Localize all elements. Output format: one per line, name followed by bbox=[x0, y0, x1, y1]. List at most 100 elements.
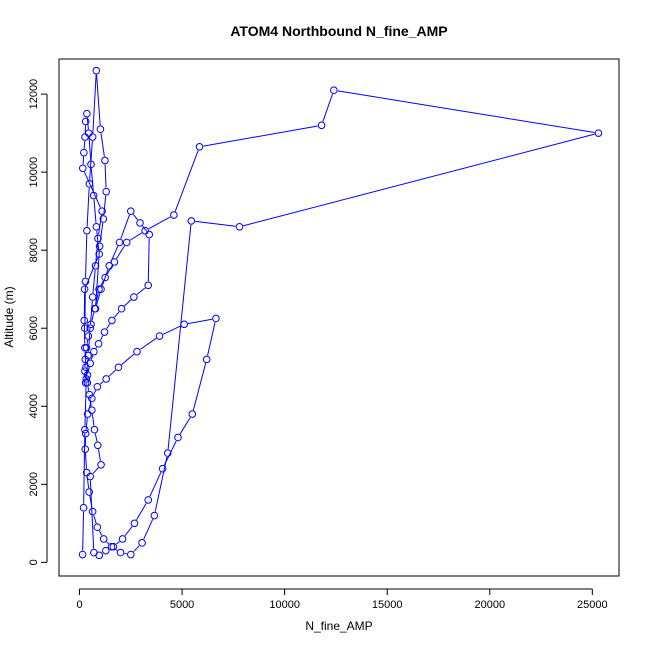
series-line-segment bbox=[136, 503, 147, 521]
series-line-segment bbox=[83, 140, 86, 149]
series-line-segment bbox=[106, 265, 113, 275]
x-tick-label: 0 bbox=[76, 599, 82, 611]
series-line-segment bbox=[207, 322, 216, 356]
series-line-segment bbox=[187, 318, 213, 325]
series-line-segment bbox=[98, 215, 102, 235]
data-point bbox=[97, 460, 105, 469]
data-point bbox=[95, 250, 104, 258]
y-tick-label: 12000 bbox=[28, 79, 40, 110]
data-point bbox=[158, 464, 167, 473]
data-point bbox=[101, 546, 110, 555]
series-line-segment bbox=[84, 382, 87, 426]
series-line-segment bbox=[143, 518, 154, 540]
series-line-segment bbox=[148, 216, 171, 230]
data-point bbox=[96, 125, 105, 134]
data-point bbox=[81, 324, 89, 333]
data-point bbox=[83, 410, 92, 418]
data-point bbox=[195, 142, 204, 151]
data-point bbox=[144, 496, 153, 504]
data-point bbox=[82, 343, 91, 352]
data-point bbox=[82, 468, 91, 477]
data-point bbox=[126, 550, 135, 559]
series-line-segment bbox=[108, 369, 116, 377]
series-line-segment bbox=[96, 292, 101, 306]
series-line-segment bbox=[132, 214, 138, 221]
y-axis: 0 2000 4000 6000 8000 10000 12000 bbox=[28, 79, 48, 565]
data-point bbox=[188, 410, 197, 418]
data-point bbox=[138, 539, 146, 547]
x-tick-label: 10000 bbox=[269, 599, 300, 611]
data-point bbox=[187, 217, 196, 225]
data-point bbox=[99, 215, 108, 223]
series-line-segment bbox=[90, 168, 94, 192]
data-point bbox=[81, 277, 90, 286]
series-line-segment bbox=[91, 414, 95, 426]
series-line-segment bbox=[337, 90, 595, 133]
series-line-segment bbox=[97, 449, 101, 461]
data-point bbox=[85, 180, 94, 188]
chart-title: ATOM4 Northbound N_fine_AMP bbox=[230, 23, 447, 39]
data-point bbox=[92, 66, 101, 75]
data-point bbox=[594, 129, 603, 137]
series-line-segment bbox=[96, 230, 100, 251]
series-line-segment bbox=[142, 225, 148, 232]
series-layer bbox=[78, 66, 603, 560]
series-line-segment bbox=[92, 74, 97, 134]
series-line-segment bbox=[94, 433, 98, 442]
data-point bbox=[79, 503, 88, 512]
y-tick-label: 0 bbox=[28, 559, 40, 565]
data-point bbox=[115, 238, 124, 247]
series-line-segment bbox=[93, 515, 97, 524]
series-line-segment bbox=[86, 187, 90, 227]
series-line-segment bbox=[83, 171, 101, 208]
data-point bbox=[100, 328, 109, 336]
data-point bbox=[114, 363, 123, 372]
plot-frame bbox=[58, 58, 620, 577]
data-point bbox=[90, 425, 99, 434]
series-line-segment bbox=[85, 453, 87, 469]
series-line-segment bbox=[100, 280, 104, 286]
data-point bbox=[90, 347, 98, 356]
x-tick-label: 5000 bbox=[170, 599, 194, 611]
series-line-segment bbox=[91, 312, 95, 321]
series-line-segment bbox=[195, 220, 236, 227]
data-point bbox=[102, 187, 110, 196]
series-line-segment bbox=[147, 238, 150, 282]
data-point bbox=[97, 285, 105, 294]
data-point bbox=[212, 314, 220, 323]
data-point bbox=[117, 304, 126, 313]
data-point bbox=[155, 332, 164, 340]
series-line-segment bbox=[116, 245, 125, 259]
data-point bbox=[95, 242, 104, 251]
data-point bbox=[91, 304, 100, 313]
series-line-segment bbox=[162, 325, 181, 335]
x-axis-label: N_fine_AMP bbox=[305, 619, 372, 633]
data-point bbox=[80, 316, 89, 325]
data-point bbox=[88, 394, 96, 403]
data-point bbox=[122, 238, 131, 247]
series-line-segment bbox=[84, 285, 86, 325]
series-line-segment bbox=[92, 467, 99, 474]
data-point bbox=[93, 523, 102, 532]
x-axis: 0 5000 10000 15000 20000 25000 bbox=[76, 588, 608, 611]
data-point bbox=[144, 281, 153, 290]
data-point bbox=[86, 324, 94, 333]
y-tick-label: 2000 bbox=[28, 472, 40, 496]
y-tick-label: 8000 bbox=[28, 238, 40, 262]
data-point bbox=[78, 550, 87, 559]
data-point bbox=[94, 234, 102, 243]
data-point bbox=[91, 262, 100, 270]
data-point bbox=[145, 230, 154, 239]
series-line-segment bbox=[92, 269, 96, 294]
series-line-segment bbox=[82, 156, 85, 165]
series-line-segment bbox=[93, 199, 97, 223]
series-line-segment bbox=[90, 355, 94, 360]
data-series bbox=[78, 66, 603, 560]
data-point bbox=[133, 347, 141, 356]
series-line-segment bbox=[85, 417, 88, 430]
data-point bbox=[95, 551, 104, 560]
data-point bbox=[235, 222, 244, 231]
data-point bbox=[95, 285, 103, 294]
data-point bbox=[93, 382, 102, 391]
